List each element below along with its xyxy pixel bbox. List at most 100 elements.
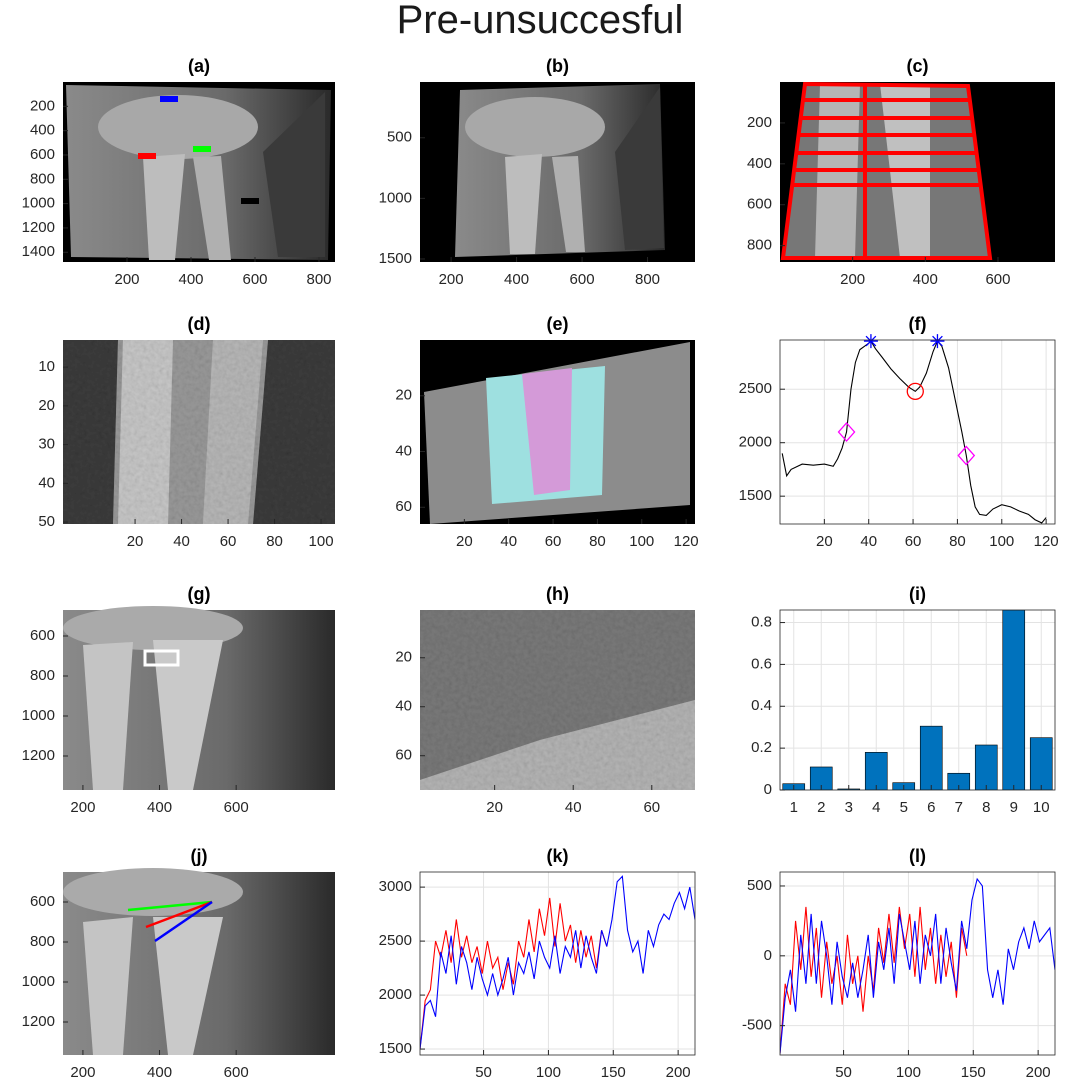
y-tick-label: 40 <box>395 698 412 715</box>
y-tick-label: 1000 <box>22 973 55 990</box>
y-tick-label: 0.6 <box>751 655 772 672</box>
panel-title: (j) <box>191 846 208 866</box>
marker <box>863 334 878 349</box>
y-tick-label: 1200 <box>22 747 55 764</box>
y-tick-label: 800 <box>747 237 772 254</box>
x-tick-label: 400 <box>147 799 172 816</box>
x-tick-label: 80 <box>266 533 283 550</box>
y-tick-label: 0.2 <box>751 739 772 756</box>
y-tick-label: 1400 <box>22 243 55 260</box>
y-tick-label: 3000 <box>379 878 412 895</box>
x-tick-label: 7 <box>955 799 963 816</box>
y-tick-label: 600 <box>30 146 55 163</box>
x-tick-label: 100 <box>536 1064 561 1081</box>
x-tick-label: 400 <box>913 271 938 288</box>
x-tick-label: 200 <box>70 1064 95 1081</box>
xray-image <box>63 82 335 262</box>
xray-image <box>63 606 335 790</box>
plot-area <box>780 610 1055 790</box>
x-tick-label: 4 <box>872 799 880 816</box>
x-tick-label: 60 <box>545 533 562 550</box>
data-line <box>780 877 1055 1054</box>
y-tick-label: 600 <box>30 893 55 910</box>
y-tick-label: 1000 <box>22 707 55 724</box>
xray-image <box>63 868 335 1055</box>
x-tick-label: 10 <box>1033 799 1050 816</box>
y-tick-label: 600 <box>30 627 55 644</box>
x-tick-label: 60 <box>905 533 922 550</box>
y-tick-label: 20 <box>38 397 55 414</box>
y-tick-label: 60 <box>395 498 412 515</box>
x-tick-label: 600 <box>570 271 595 288</box>
x-tick-label: 5 <box>900 799 908 816</box>
x-tick-label: 1 <box>790 799 798 816</box>
y-tick-label: 800 <box>30 933 55 950</box>
xray-image <box>420 610 695 790</box>
x-tick-label: 60 <box>220 533 237 550</box>
y-tick-label: 500 <box>387 129 412 146</box>
x-tick-label: 8 <box>982 799 990 816</box>
y-tick-label: 200 <box>30 97 55 114</box>
panel-title: (k) <box>547 846 569 866</box>
panel-title: (f) <box>909 314 927 334</box>
y-tick-label: 2000 <box>379 986 412 1003</box>
panel-title: (a) <box>188 56 210 76</box>
y-tick-label: 1200 <box>22 219 55 236</box>
y-tick-label: 1000 <box>379 189 412 206</box>
y-tick-label: 1500 <box>739 487 772 504</box>
data-line <box>780 906 968 1054</box>
bar <box>974 744 998 790</box>
y-tick-label: 400 <box>30 122 55 139</box>
y-tick-label: 800 <box>30 667 55 684</box>
panel-title: (b) <box>546 56 569 76</box>
axes-background <box>420 872 695 1055</box>
y-tick-label: 1000 <box>22 195 55 212</box>
data-line <box>420 897 608 1050</box>
panel-title: (e) <box>547 314 569 334</box>
x-tick-label: 100 <box>309 533 334 550</box>
x-tick-label: 80 <box>949 533 966 550</box>
x-tick-label: 600 <box>224 799 249 816</box>
x-tick-label: 2 <box>817 799 825 816</box>
x-tick-label: 400 <box>504 271 529 288</box>
y-tick-label: 40 <box>395 442 412 459</box>
x-tick-label: 20 <box>456 533 473 550</box>
x-tick-label: 3 <box>845 799 853 816</box>
panel-title: (c) <box>907 56 929 76</box>
x-tick-label: 20 <box>127 533 144 550</box>
panel-title: (g) <box>188 584 211 604</box>
xray-image <box>420 82 695 262</box>
y-tick-label: 60 <box>395 747 412 764</box>
data-line <box>781 340 1047 524</box>
x-tick-label: 600 <box>224 1064 249 1081</box>
panel-title: (l) <box>909 846 926 866</box>
y-tick-label: 0.4 <box>751 697 772 714</box>
x-tick-label: 6 <box>927 799 935 816</box>
x-tick-label: 200 <box>114 271 139 288</box>
plot-area <box>780 872 1055 1055</box>
axes-frame <box>779 609 1056 791</box>
y-tick-label: 0 <box>764 781 772 798</box>
x-tick-label: 20 <box>816 533 833 550</box>
y-tick-label: -500 <box>742 1017 772 1034</box>
xray-image <box>63 340 335 524</box>
x-tick-label: 40 <box>860 533 877 550</box>
x-tick-label: 9 <box>1010 799 1018 816</box>
x-tick-label: 60 <box>643 799 660 816</box>
panel-title: (d) <box>188 314 211 334</box>
x-tick-label: 100 <box>896 1064 921 1081</box>
marker <box>957 445 976 466</box>
bar <box>864 752 888 790</box>
x-tick-label: 600 <box>242 271 267 288</box>
marker <box>837 422 856 442</box>
y-tick-label: 1500 <box>379 1040 412 1057</box>
x-tick-label: 200 <box>666 1064 691 1081</box>
axes-background <box>780 872 1055 1055</box>
x-tick-label: 200 <box>1026 1064 1051 1081</box>
y-tick-label: 10 <box>38 358 55 375</box>
axes-frame <box>419 871 696 1056</box>
y-tick-label: 800 <box>30 170 55 187</box>
x-tick-label: 40 <box>173 533 190 550</box>
x-tick-label: 150 <box>961 1064 986 1081</box>
